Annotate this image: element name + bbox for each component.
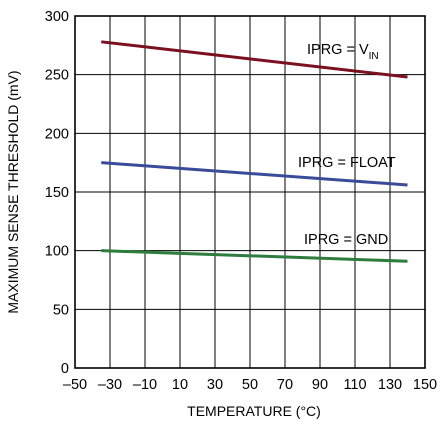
y-tick-label: 150 — [45, 185, 69, 201]
x-tick-label: 10 — [172, 377, 188, 393]
x-tick-label: 70 — [277, 377, 293, 393]
x-tick-label: –30 — [98, 377, 122, 393]
y-tick-label: 100 — [45, 244, 69, 260]
series-lines — [101, 40, 408, 263]
x-tick-label: –50 — [63, 377, 87, 393]
x-tick-label: 130 — [378, 377, 402, 393]
series-line-2 — [101, 249, 408, 263]
x-tick-label: 150 — [413, 377, 437, 393]
series-label-gnd: IPRG = GND — [304, 232, 388, 248]
series-label-vin-sub: IN — [369, 51, 379, 62]
series-line-1 — [101, 161, 408, 187]
x-tick-label: 50 — [242, 377, 258, 393]
y-tick-label: 50 — [53, 302, 69, 318]
series-label-vin-main: IPRG = V — [307, 42, 369, 58]
x-axis-title: TEMPERATURE (°C) — [187, 403, 321, 419]
x-tick-labels: –50 –30 –10 10 30 50 70 90 110 130 150 — [63, 377, 437, 393]
y-tick-label: 200 — [45, 126, 69, 142]
y-tick-label: 300 — [45, 9, 69, 25]
x-tick-label: 110 — [343, 377, 366, 393]
series-line-0 — [101, 40, 408, 79]
x-tick-label: –10 — [133, 377, 157, 393]
series-label-vin: IPRG = VIN — [307, 42, 379, 62]
x-tick-label: 90 — [312, 377, 328, 393]
x-tick-label: 30 — [207, 377, 223, 393]
series-label-float: IPRG = FLOAT — [298, 155, 396, 171]
plot-frame — [74, 15, 426, 369]
y-tick-label: 0 — [61, 361, 69, 377]
y-tick-labels: 0 50 100 150 200 250 300 — [45, 9, 69, 377]
grid — [75, 16, 425, 368]
y-axis-title: MAXIMUM SENSE THRESHOLD (mV) — [5, 70, 21, 313]
y-tick-label: 250 — [45, 68, 69, 84]
